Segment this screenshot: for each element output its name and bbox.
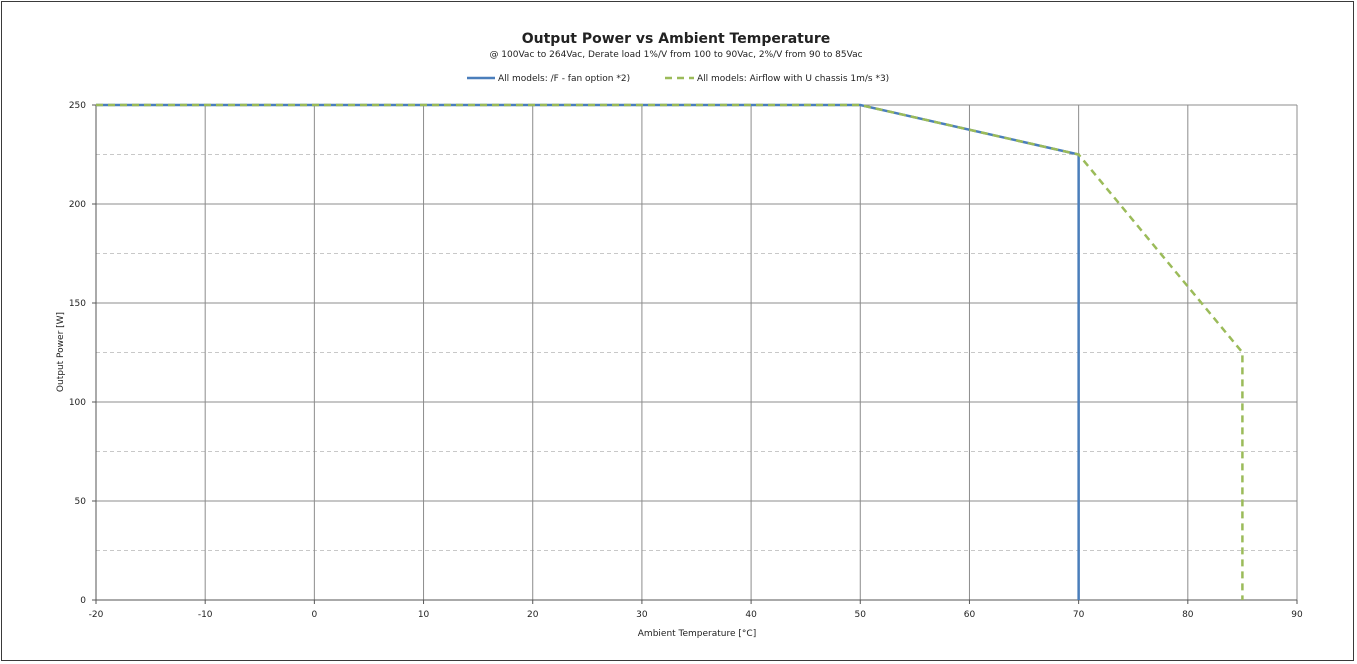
axes bbox=[92, 104, 1298, 604]
x-tick-label: 0 bbox=[311, 610, 317, 620]
y-tick-label: 250 bbox=[69, 101, 86, 111]
chart-subtitle: @ 100Vac to 264Vac, Derate load 1%/V fro… bbox=[489, 50, 862, 60]
x-tick-label: -10 bbox=[198, 610, 213, 620]
x-tick-label: 50 bbox=[855, 610, 867, 620]
series-line-airflow bbox=[96, 103, 1244, 600]
legend-label-airflow: All models: Airflow with U chassis 1m/s … bbox=[697, 74, 889, 84]
y-tick-label: 50 bbox=[75, 497, 87, 507]
x-tick-label: 20 bbox=[527, 610, 539, 620]
x-tick-label: -20 bbox=[89, 610, 104, 620]
y-tick-label: 200 bbox=[69, 200, 86, 210]
y-axis-label: Output Power [W] bbox=[56, 312, 66, 392]
y-tick-label: 150 bbox=[69, 299, 86, 309]
tick-labels: -20 -10 0 10 20 30 40 50 60 70 80 90 0 50 100 150 200 250 bbox=[69, 101, 1303, 620]
x-tick-label: 30 bbox=[636, 610, 648, 620]
x-tick-label: 90 bbox=[1291, 610, 1303, 620]
x-tick-label: 40 bbox=[745, 610, 757, 620]
y-tick-label: 0 bbox=[80, 596, 86, 606]
series bbox=[96, 103, 1244, 600]
grid bbox=[95, 104, 1298, 601]
legend: All models: /F - fan option *2) All mode… bbox=[467, 74, 889, 84]
x-tick-label: 70 bbox=[1073, 610, 1085, 620]
x-tick-label: 80 bbox=[1182, 610, 1194, 620]
y-tick-label: 100 bbox=[69, 398, 86, 408]
x-tick-label: 60 bbox=[964, 610, 976, 620]
chart-title: Output Power vs Ambient Temperature bbox=[522, 31, 831, 47]
legend-label-fan-option: All models: /F - fan option *2) bbox=[498, 74, 630, 84]
x-tick-label: 10 bbox=[418, 610, 430, 620]
x-axis-label: Ambient Temperature [°C] bbox=[638, 629, 756, 639]
